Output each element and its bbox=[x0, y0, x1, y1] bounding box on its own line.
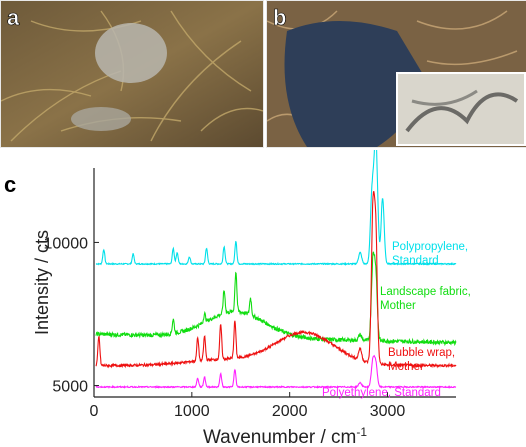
panel-b-letter: b bbox=[273, 5, 286, 30]
panel-c-letter: c bbox=[4, 172, 16, 197]
y-tick-label: 5000 bbox=[52, 379, 88, 396]
x-tick-label: 3000 bbox=[370, 403, 406, 420]
series-label-1: Polypropylene, Standard bbox=[392, 241, 468, 267]
landscape-fabric-sheet bbox=[284, 21, 427, 147]
x-tick-label: 1000 bbox=[174, 403, 210, 420]
dry-grass-strokes bbox=[1, 10, 263, 142]
axes: 0 1000 2000 3000 5000 10000 Wavenumber / cm-1 I… bbox=[32, 168, 456, 447]
x-tick-label: 2000 bbox=[272, 403, 308, 420]
series-line-3 bbox=[95, 191, 457, 369]
landscape-fabric-photo-b: b bbox=[267, 1, 526, 147]
x-tick-label: 0 bbox=[90, 403, 99, 420]
ground-litter-photo-a: a bbox=[1, 1, 263, 147]
raman-spectra-chart: c 0 1000 2000 3000 5000 10000 Wavenumber / cm-… bbox=[4, 150, 471, 447]
series-line-4 bbox=[95, 354, 457, 390]
series-label-2: Landscape fabric, Mother bbox=[380, 286, 471, 312]
series-label-3: Bubble wrap, Mother bbox=[388, 347, 455, 373]
series-line-1 bbox=[95, 150, 457, 266]
x-axis-title: Wavenumber / cm-1 bbox=[203, 425, 367, 447]
inset-photo bbox=[396, 72, 526, 146]
bubble-wrap-fragment bbox=[95, 23, 167, 83]
y-axis-title: Intensity / cts bbox=[32, 230, 52, 335]
photo-panel-b: b bbox=[266, 0, 526, 148]
series-label-4: Polyethylene, Standard bbox=[322, 387, 441, 399]
photo-panel-a: a bbox=[0, 0, 264, 148]
bubble-wrap-fragment-2 bbox=[71, 107, 131, 131]
y-tick-label: 10000 bbox=[44, 235, 89, 252]
series-line-2 bbox=[95, 251, 457, 347]
plot-area bbox=[95, 150, 457, 390]
panel-a-letter: a bbox=[7, 5, 20, 30]
series-labels: Polypropylene, Standard Landscape fabric, M… bbox=[322, 241, 471, 399]
